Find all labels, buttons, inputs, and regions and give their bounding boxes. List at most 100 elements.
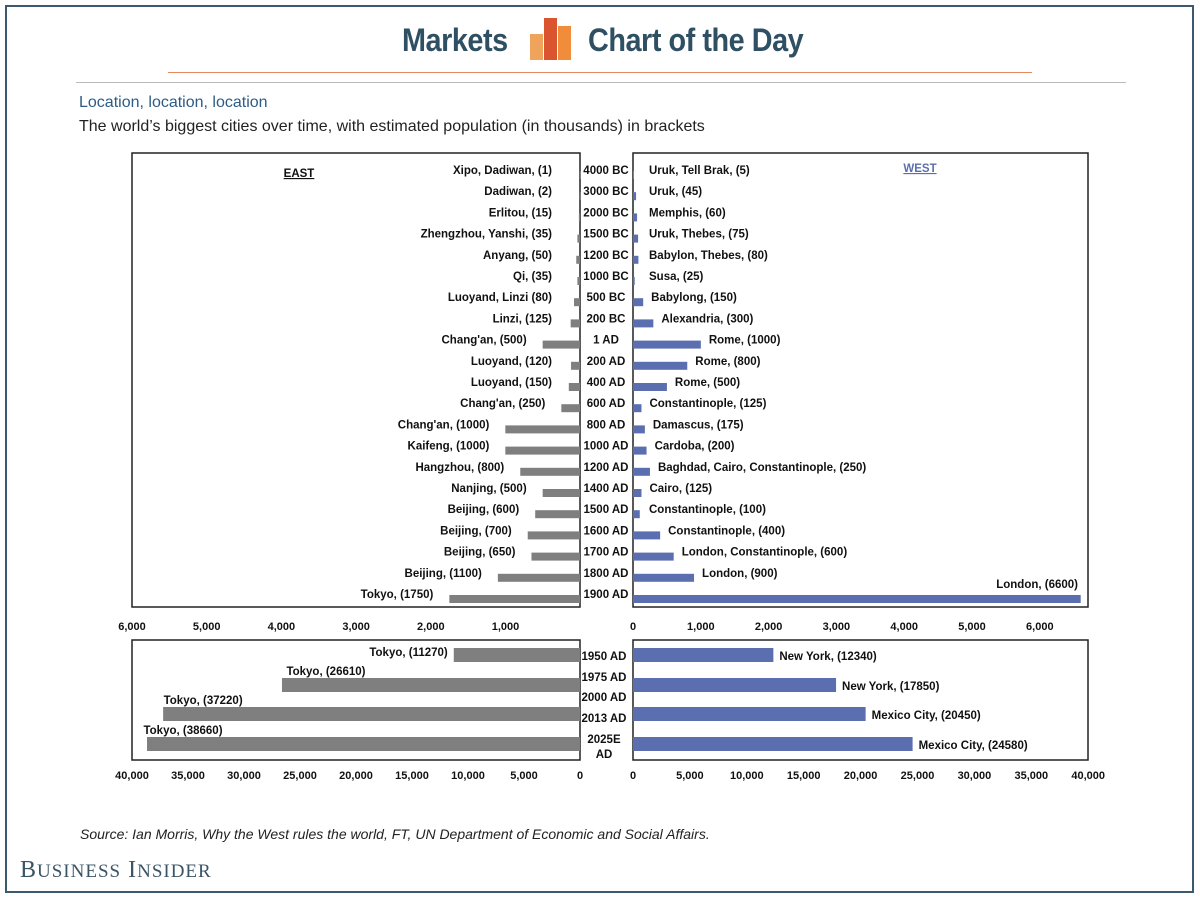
west-city-label: Constantinople, (100) bbox=[649, 504, 766, 516]
east-city-label: Kaifeng, (1000) bbox=[408, 441, 490, 453]
west-bar bbox=[633, 467, 650, 476]
east-tick-label: 5,000 bbox=[193, 621, 221, 633]
east-tick-label: 0 bbox=[577, 770, 583, 782]
west-bar bbox=[633, 446, 647, 455]
east-city-label: Beijing, (1100) bbox=[405, 568, 483, 580]
west-tick-label: 4,000 bbox=[890, 621, 918, 633]
west-bar bbox=[633, 573, 695, 582]
east-bar bbox=[531, 552, 580, 561]
year-label: 400 AD bbox=[587, 377, 626, 389]
east-tick-label: 35,000 bbox=[171, 770, 205, 782]
year-label: 1200 BC bbox=[583, 250, 628, 262]
east-tick-label: 3,000 bbox=[342, 621, 370, 633]
west-tick-label: 25,000 bbox=[901, 770, 935, 782]
west-city-label: Cairo, (125) bbox=[649, 483, 712, 495]
east-tick-label: 15,000 bbox=[395, 770, 429, 782]
west-city-label: Mexico City, (24580) bbox=[919, 740, 1028, 752]
east-bar bbox=[449, 595, 580, 603]
west-city-label: London, Constantinople, (600) bbox=[682, 547, 848, 559]
header-chart-of-the-day: Chart of the Day bbox=[588, 22, 804, 58]
east-bar bbox=[520, 467, 580, 476]
west-tick-label: 0 bbox=[630, 621, 636, 633]
west-bar bbox=[633, 361, 688, 370]
west-city-label: Baghdad, Cairo, Constantinople, (250) bbox=[658, 462, 866, 474]
east-city-label: Chang'an, (250) bbox=[460, 398, 545, 410]
east-bar bbox=[535, 510, 580, 519]
west-tick-label: 5,000 bbox=[676, 770, 704, 782]
west-bar bbox=[633, 192, 637, 201]
east-city-label: Tokyo, (11270) bbox=[369, 647, 448, 659]
east-city-label: Chang'an, (1000) bbox=[398, 419, 490, 431]
year-label: 1500 AD bbox=[584, 504, 629, 516]
east-city-label: Luoyand, (120) bbox=[471, 356, 552, 368]
west-bar bbox=[633, 552, 674, 561]
east-bar bbox=[497, 573, 580, 582]
east-panel-label: EAST bbox=[284, 168, 315, 180]
west-city-label: Alexandria, (300) bbox=[661, 313, 753, 325]
east-city-label: Beijing, (650) bbox=[444, 547, 516, 559]
year-label: 1700 AD bbox=[584, 547, 629, 559]
year-label: 1500 BC bbox=[583, 229, 628, 241]
west-bar bbox=[633, 319, 654, 328]
west-city-label: Memphis, (60) bbox=[649, 207, 726, 219]
east-bar bbox=[577, 277, 580, 285]
east-city-label: Beijing, (700) bbox=[440, 525, 512, 537]
west-bar bbox=[633, 255, 639, 264]
chart-description: The world’s biggest cities over time, wi… bbox=[79, 118, 705, 135]
west-bar bbox=[633, 510, 640, 519]
year-label: AD bbox=[596, 749, 613, 761]
west-city-label: Mexico City, (20450) bbox=[872, 710, 981, 722]
east-city-label: Beijing, (600) bbox=[448, 504, 520, 516]
east-bar bbox=[577, 234, 580, 243]
west-tick-label: 10,000 bbox=[730, 770, 764, 782]
west-bar bbox=[633, 489, 642, 497]
west-city-label: Rome, (1000) bbox=[709, 335, 781, 347]
east-bottom-frame bbox=[131, 639, 581, 761]
east-bar bbox=[147, 737, 580, 751]
east-bar bbox=[561, 404, 580, 413]
year-label: 200 AD bbox=[587, 356, 626, 368]
east-tick-label: 1,000 bbox=[492, 621, 520, 633]
west-city-label: Uruk, Thebes, (75) bbox=[649, 229, 749, 241]
west-bar bbox=[633, 298, 644, 307]
west-city-label: Rome, (800) bbox=[695, 356, 760, 368]
year-label: 2000 BC bbox=[583, 207, 628, 219]
east-bar bbox=[579, 171, 581, 179]
west-tick-label: 5,000 bbox=[958, 621, 986, 633]
east-bar bbox=[578, 213, 580, 222]
east-tick-label: 30,000 bbox=[227, 770, 261, 782]
year-label: 1900 AD bbox=[584, 589, 629, 601]
header-divider-grey bbox=[76, 82, 1126, 83]
year-label: 2013 AD bbox=[582, 713, 627, 725]
year-label: 800 AD bbox=[587, 419, 626, 431]
west-tick-label: 6,000 bbox=[1026, 621, 1054, 633]
east-bar bbox=[571, 361, 580, 370]
west-city-label: London, (6600) bbox=[996, 579, 1078, 591]
chart-subtitle: Location, location, location bbox=[79, 94, 268, 111]
year-label: 1000 AD bbox=[584, 441, 629, 453]
east-city-label: Qi, (35) bbox=[513, 271, 552, 283]
east-city-label: Luoyand, Linzi (80) bbox=[448, 292, 552, 304]
west-bar bbox=[633, 404, 642, 413]
west-bar bbox=[633, 383, 667, 391]
west-city-label: Cardoba, (200) bbox=[655, 441, 735, 453]
year-label: 1400 AD bbox=[584, 483, 629, 495]
year-label: 4000 BC bbox=[583, 165, 628, 177]
east-bar bbox=[579, 192, 581, 201]
year-label: 1 AD bbox=[593, 335, 619, 347]
east-bar bbox=[527, 531, 580, 540]
east-bar bbox=[281, 678, 580, 692]
west-tick-label: 0 bbox=[630, 770, 636, 782]
west-bar bbox=[633, 648, 774, 662]
west-tick-label: 15,000 bbox=[787, 770, 821, 782]
east-tick-label: 20,000 bbox=[339, 770, 373, 782]
west-city-label: New York, (12340) bbox=[779, 651, 877, 663]
outer-frame bbox=[5, 5, 1194, 893]
header-divider bbox=[168, 72, 1032, 73]
east-bar bbox=[542, 340, 580, 349]
east-city-label: Nanjing, (500) bbox=[451, 483, 527, 495]
east-bar bbox=[505, 425, 580, 434]
west-panel-frame bbox=[632, 152, 1089, 608]
west-bottom-frame bbox=[632, 639, 1089, 761]
